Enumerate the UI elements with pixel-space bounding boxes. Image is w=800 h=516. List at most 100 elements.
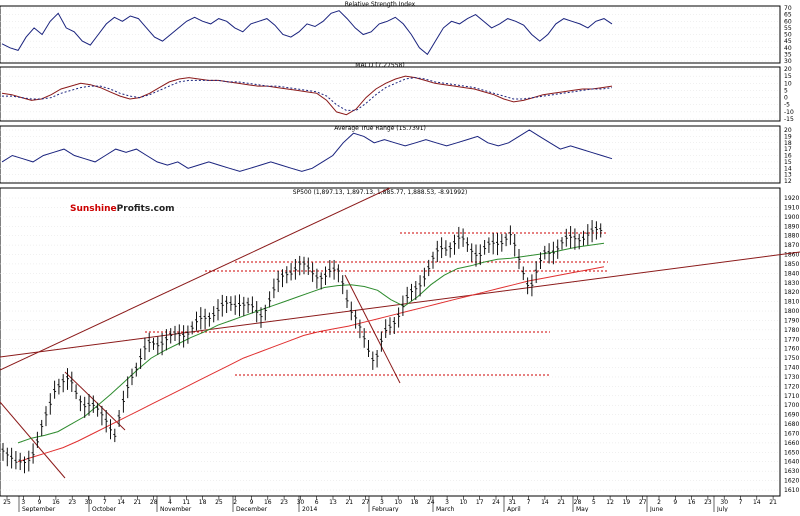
price-bars	[1, 220, 603, 474]
y-tick-label: -5	[784, 102, 790, 109]
x-tick-label: 30	[720, 499, 728, 506]
y-tick-label: 17	[784, 146, 792, 153]
y-tick-label: 1870	[784, 242, 799, 249]
y-tick-label: 1860	[784, 252, 799, 259]
month-label: March	[436, 506, 454, 512]
x-tick-label: 2	[233, 499, 237, 506]
rsi-frame	[0, 5, 781, 64]
y-tick-label: 13	[784, 172, 792, 179]
month-label: February	[372, 506, 399, 512]
x-tick-label: 28	[574, 499, 582, 506]
x-tick-label: 28	[150, 499, 158, 506]
x-tick-label: 2	[657, 499, 661, 506]
y-tick-label: 10	[784, 80, 792, 87]
watermark-dotcom: .com	[150, 204, 174, 214]
x-tick-label: 21	[557, 499, 565, 506]
month-label: 2014	[302, 506, 317, 512]
y-tick-label: 1760	[784, 346, 799, 353]
x-tick-label: 9	[250, 499, 254, 506]
month-label: October	[92, 506, 117, 512]
x-tick-label: 24	[427, 499, 435, 506]
y-tick-label: -10	[784, 109, 794, 116]
x-tick-label: 16	[52, 499, 60, 506]
x-tick-label: 30	[85, 499, 93, 506]
y-tick-label: 1750	[784, 355, 799, 362]
y-tick-label: 1800	[784, 308, 799, 315]
october-down-trend-line	[64, 371, 126, 431]
macd-frame	[0, 66, 781, 122]
macd-title: MACD (7.27558)	[355, 62, 404, 69]
y-tick-label: 1840	[784, 270, 799, 277]
x-tick-label: 30	[297, 499, 305, 506]
rsi-grid	[0, 7, 780, 62]
y-tick-label: 60	[784, 18, 792, 25]
x-tick-label: 7	[103, 499, 107, 506]
x-tick-label: 21	[769, 499, 777, 506]
february-down-trend-line	[344, 274, 401, 384]
y-tick-label: 1920	[784, 195, 799, 202]
x-tick-label: 3	[380, 499, 384, 506]
y-tick-label: 20	[784, 66, 792, 73]
y-tick-label: 20	[784, 127, 792, 134]
sma-200-line	[17, 266, 605, 463]
month-label: December	[236, 506, 268, 512]
y-tick-label: 65	[784, 12, 792, 19]
x-tick-label: 17	[476, 499, 484, 506]
y-tick-label: 14	[784, 165, 792, 172]
price-grid	[0, 197, 780, 491]
watermark-text: SunshineProfits.com	[70, 204, 175, 214]
y-tick-label: 1830	[784, 280, 799, 287]
y-tick-label: 55	[784, 25, 792, 32]
y-tick-label: 15	[784, 73, 792, 80]
y-tick-label: 30	[784, 58, 792, 65]
x-tick-label: 6	[315, 499, 319, 506]
y-tick-label: 50	[784, 32, 792, 39]
y-tick-label: 1620	[784, 478, 799, 485]
y-tick-label: 1730	[784, 374, 799, 381]
y-tick-label: 1910	[784, 204, 799, 211]
y-tick-label: 1900	[784, 214, 799, 221]
x-tick-label: 21	[345, 499, 353, 506]
y-tick-label: 45	[784, 38, 792, 45]
y-tick-label: 1880	[784, 233, 799, 240]
y-tick-label: 1780	[784, 327, 799, 334]
x-tick-label: 13	[329, 499, 337, 506]
y-tick-label: 40	[784, 45, 792, 52]
macd-grid	[0, 68, 780, 120]
x-tick-label: 19	[623, 499, 631, 506]
y-tick-label: 1850	[784, 261, 799, 268]
month-label: June	[649, 506, 663, 512]
x-tick-label: 18	[411, 499, 419, 506]
x-tick-label: 27	[639, 499, 647, 506]
watermark-profits: Profits	[117, 204, 151, 214]
x-tick-label: 11	[182, 499, 190, 506]
x-tick-label: 10	[460, 499, 468, 506]
x-tick-label: 7	[527, 499, 531, 506]
y-tick-label: 19	[784, 133, 792, 140]
x-tick-label: 31	[508, 499, 516, 506]
y-tick-label: 5	[784, 87, 788, 94]
atr-panel: Average True Range (15.7391) 12131415161…	[0, 125, 792, 185]
month-label: July	[716, 506, 728, 512]
x-tick-label: 10	[394, 499, 402, 506]
y-tick-label: 1890	[784, 223, 799, 230]
support-resistance-lines	[145, 232, 608, 376]
month-label: May	[576, 506, 589, 512]
atr-line	[1, 129, 613, 172]
sma-50-line	[17, 242, 605, 444]
y-tick-label: 1630	[784, 468, 799, 475]
x-tick-label: 23	[704, 499, 712, 506]
x-tick-label: 24	[492, 499, 500, 506]
x-tick-label: 14	[117, 499, 125, 506]
x-tick-label: 18	[199, 499, 207, 506]
x-tick-label: 7	[739, 499, 743, 506]
x-tick-label: 4	[168, 499, 172, 506]
x-tick-label: 3	[445, 499, 449, 506]
y-tick-label: 15	[784, 159, 792, 166]
y-tick-label: 12	[784, 178, 792, 185]
macd-line	[1, 75, 613, 116]
